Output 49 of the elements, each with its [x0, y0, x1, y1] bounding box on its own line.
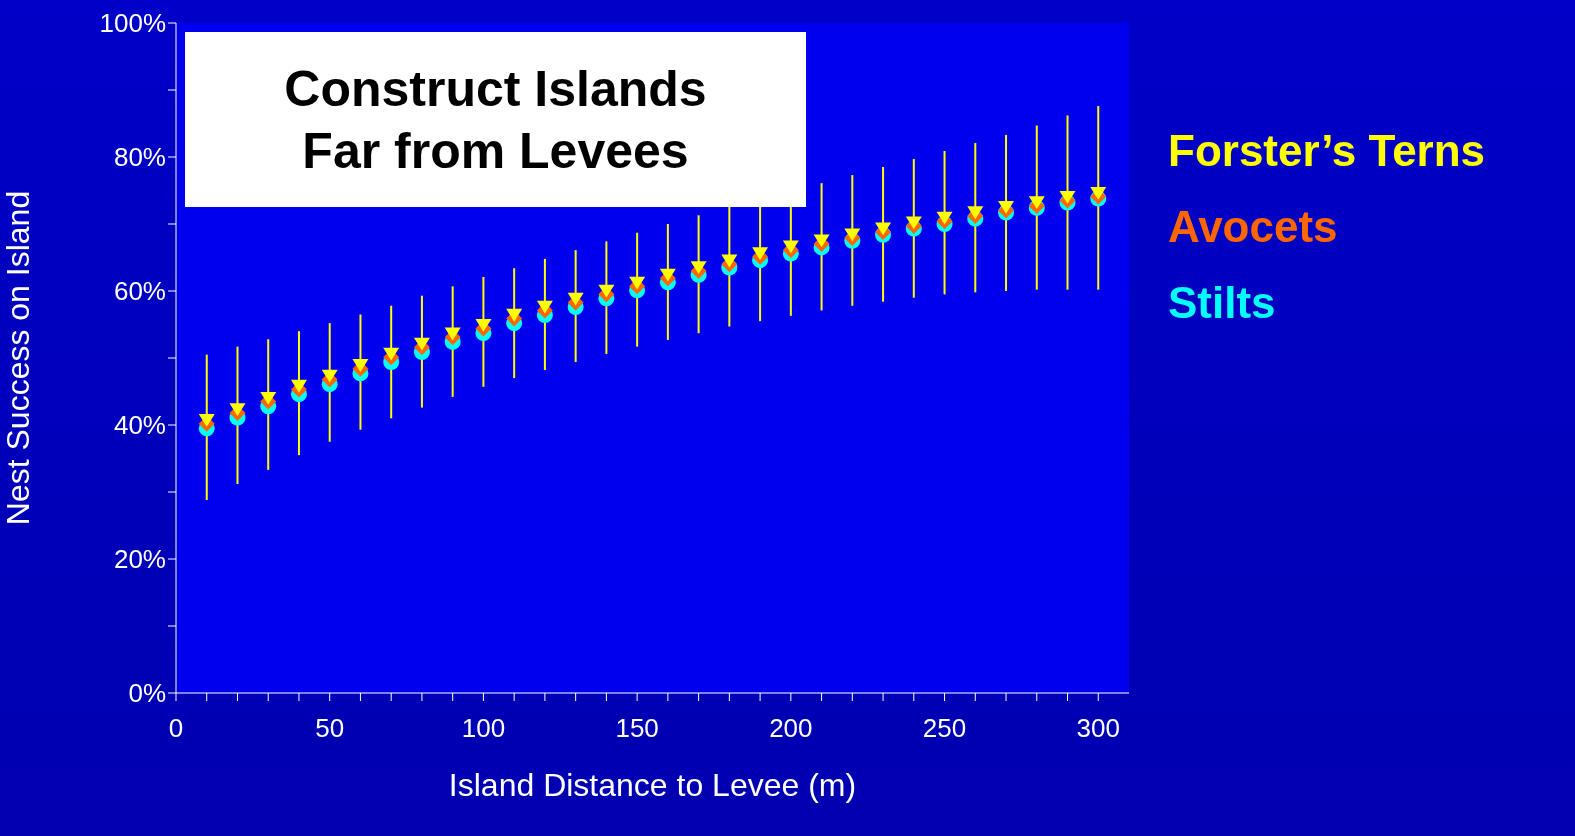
point [352, 359, 369, 372]
x-tick-label: 250 [922, 713, 967, 743]
text: Stilts [1168, 277, 1277, 329]
point [260, 391, 277, 405]
y-axis-title: Nest Success on Island [0, 190, 37, 526]
y-tick-label: 60% [113, 276, 166, 307]
y-tick-label: 40% [113, 410, 166, 441]
point [321, 369, 338, 383]
point [1090, 186, 1107, 200]
point [752, 247, 769, 261]
y-tick-label: 100% [99, 8, 166, 39]
point [1028, 196, 1045, 210]
point [598, 284, 615, 298]
point [998, 200, 1015, 214]
point [905, 216, 922, 230]
x-tick-label: 200 [769, 713, 813, 743]
x-tick-label: 0 [168, 713, 184, 743]
point [567, 292, 584, 306]
point [536, 300, 553, 314]
point [659, 268, 676, 282]
y-tick-label: 80% [113, 142, 166, 173]
point [413, 337, 430, 351]
point [229, 403, 246, 417]
x-tick-label: 300 [1076, 713, 1120, 743]
x-tick-label: 50 [315, 713, 345, 743]
point [690, 261, 707, 275]
point [506, 308, 523, 322]
point [475, 318, 492, 332]
point [198, 414, 215, 427]
y-tick-label: 0% [128, 678, 166, 709]
x-tick-label: 100 [461, 713, 506, 743]
point [383, 347, 400, 361]
x-tick-label: 150 [615, 713, 659, 743]
series-label: Avocets [1168, 201, 1339, 253]
point [1059, 190, 1076, 204]
point [782, 240, 799, 254]
text-box: Construct Islands Far from Levees [185, 32, 806, 207]
point [844, 228, 861, 242]
point [875, 222, 892, 236]
point [936, 211, 953, 225]
point [444, 327, 461, 341]
point [629, 276, 646, 290]
point [721, 254, 738, 268]
point [813, 234, 830, 248]
point [967, 206, 984, 220]
series-label: Forster’s Terns [1168, 125, 1486, 177]
y-tick-label: 20% [113, 544, 166, 575]
point [290, 379, 307, 393]
x-axis-title: Island Distance to Levee (m) [448, 767, 857, 803]
